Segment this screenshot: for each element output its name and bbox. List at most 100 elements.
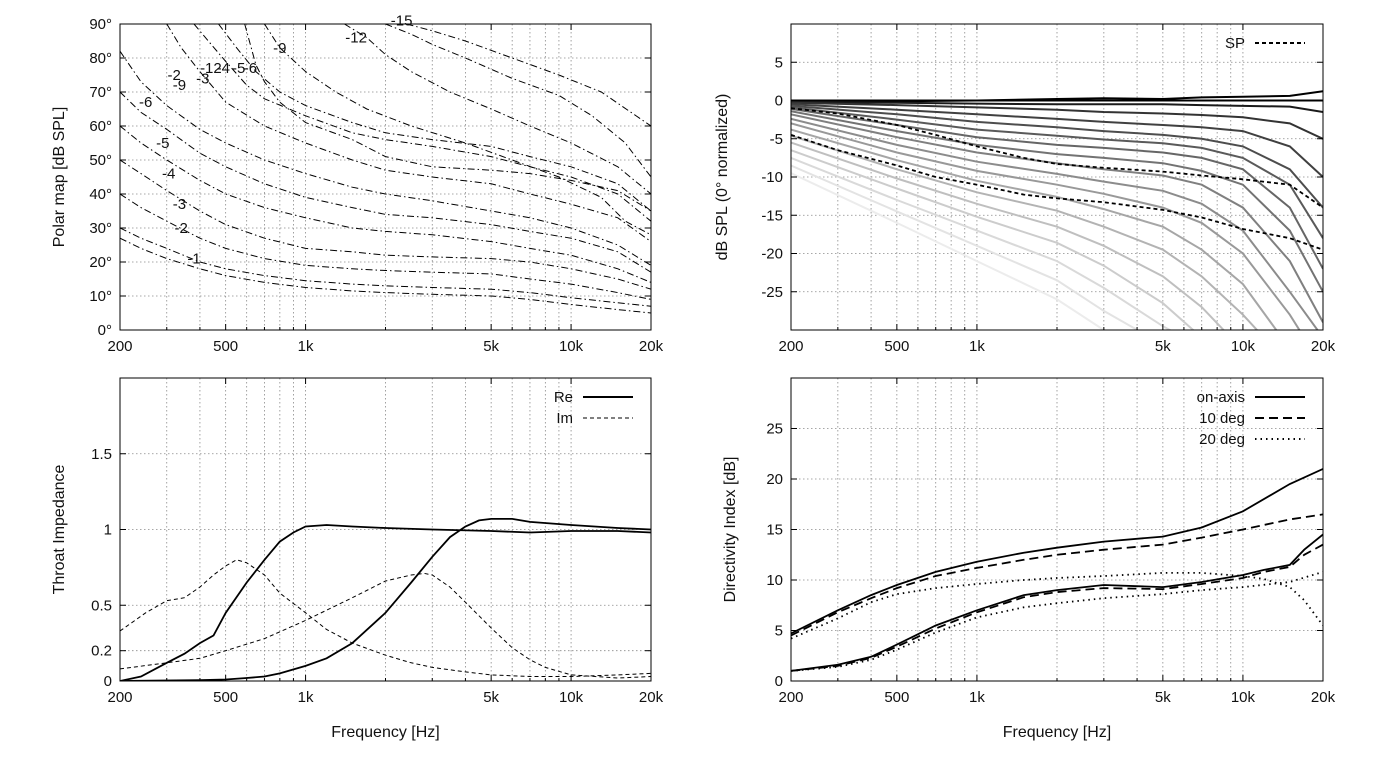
series-line-14	[406, 24, 651, 127]
series-line-1	[120, 227, 651, 307]
x-tick-label: 1k	[969, 338, 985, 355]
series-line-1	[791, 90, 1323, 103]
series-line-8	[791, 110, 1323, 293]
series-line-0	[791, 468, 1323, 635]
series-line-14	[791, 141, 1225, 330]
series-line-4	[120, 125, 651, 283]
x-tick-label: 20k	[639, 338, 664, 355]
y-tick-label: -25	[761, 284, 783, 301]
y-tick-label: 15	[766, 522, 783, 539]
y-axis-label: dB SPL (0° normalized)	[714, 94, 731, 261]
series-line-10	[791, 117, 1319, 330]
x-axis-label: Frequency [Hz]	[331, 724, 439, 741]
series-line-17	[791, 164, 1140, 330]
contour-label: -1	[187, 251, 200, 268]
x-tick-label: 5k	[483, 689, 499, 706]
y-tick-label: 0°	[98, 322, 112, 339]
x-tick-label: 500	[213, 338, 238, 355]
series-group	[791, 90, 1323, 330]
x-tick-label: 10k	[559, 689, 584, 706]
x-tick-label: 5k	[483, 338, 499, 355]
y-tick-label: 0	[775, 93, 783, 110]
normalized-spl-panel: 200 500 1k 5k 10k 20k -25 -20 -15 -10 -5 0 5 dB SPL (…	[714, 23, 1336, 355]
series-line-2	[120, 193, 651, 300]
y-tick-label: 60°	[89, 118, 112, 135]
series-line-18	[791, 172, 1108, 330]
legend-label: 20 deg	[1199, 431, 1245, 448]
x-tick-label: 10k	[1231, 689, 1256, 706]
contour-label: -2	[168, 67, 181, 84]
y-axis-label: Throat Impedance	[51, 464, 68, 594]
series-line-13	[385, 24, 651, 178]
series-line-20	[791, 134, 1323, 251]
x-tick-label: 1k	[298, 689, 314, 706]
y-tick-label: 1.5	[91, 446, 112, 463]
contour-label: -5	[156, 135, 169, 152]
series-line-3	[120, 159, 651, 290]
x-tick-label: 200	[778, 338, 803, 355]
y-axis-label: Directivity Index [dB]	[722, 457, 739, 603]
y-tick-label: 70°	[89, 84, 112, 101]
series-line-8	[193, 24, 651, 222]
x-tick-label: 200	[107, 689, 132, 706]
contour-label: -4	[217, 60, 230, 77]
series-line-5	[791, 104, 1323, 209]
series-group	[120, 24, 651, 314]
legend-label: SP	[1225, 35, 1245, 52]
contour-label: -3	[196, 70, 209, 87]
x-tick-label: 20k	[1311, 338, 1336, 355]
y-tick-label: 0.5	[91, 597, 112, 614]
y-axis-label: Polar map [dB SPL]	[51, 107, 68, 248]
series-line-12	[344, 24, 651, 195]
contour-label: -9	[173, 77, 186, 94]
y-tick-label: 20°	[89, 254, 112, 271]
series-line-1	[120, 518, 651, 681]
y-tick-label: 90°	[89, 16, 112, 33]
series-line-6	[120, 50, 651, 266]
x-tick-label: 5k	[1155, 689, 1171, 706]
y-tick-label: 20	[766, 471, 783, 488]
legend-label: Re	[554, 389, 573, 406]
polar-map-panel: 200 500 1k 5k 10k 20k 0° 10° 20° 30° 40° 50° 60° 70° 8…	[51, 13, 664, 355]
series-line-19	[791, 107, 1323, 209]
x-tick-label: 1k	[298, 338, 314, 355]
y-tick-label: -15	[761, 207, 783, 224]
contour-label: -15	[391, 13, 413, 30]
x-tick-label: 20k	[1311, 689, 1336, 706]
series-line-10	[244, 24, 651, 212]
y-tick-label: 5	[775, 623, 783, 640]
x-tick-label: 10k	[559, 338, 584, 355]
contour-label: -9	[273, 40, 286, 57]
y-tick-label: 10°	[89, 288, 112, 305]
series-line-11	[264, 24, 651, 236]
series-line-2	[791, 101, 1323, 113]
y-tick-label: 0	[775, 673, 783, 690]
y-tick-label: 40°	[89, 186, 112, 203]
y-tick-label: 50°	[89, 152, 112, 169]
x-tick-label: 200	[107, 338, 132, 355]
series-line-6	[791, 106, 1323, 239]
x-tick-label: 20k	[639, 689, 664, 706]
series-line-7	[791, 107, 1323, 270]
directivity-index-panel: 200 500 1k 5k 10k 20k 0 5 10 15 20 25 Directivity In…	[722, 377, 1336, 741]
y-tick-label: 0	[104, 673, 112, 690]
series-group	[120, 518, 651, 681]
contour-label: -2	[175, 220, 188, 237]
contour-label: -6	[244, 60, 257, 77]
series-line-0	[120, 524, 651, 681]
y-tick-label: 80°	[89, 50, 112, 67]
series-line-7	[166, 24, 651, 243]
contour-label: -6	[139, 94, 152, 111]
series-line-5	[120, 91, 651, 273]
series-line-9	[218, 24, 651, 212]
series-line-0	[120, 237, 651, 314]
legend-label: Im	[556, 410, 573, 427]
x-tick-label: 5k	[1155, 338, 1171, 355]
x-tick-label: 500	[884, 338, 909, 355]
y-tick-label: 10	[766, 572, 783, 589]
contour-label: -12	[345, 30, 367, 47]
y-tick-label: 5	[775, 54, 783, 71]
series-line-11	[791, 122, 1301, 330]
y-tick-label: -20	[761, 246, 783, 263]
